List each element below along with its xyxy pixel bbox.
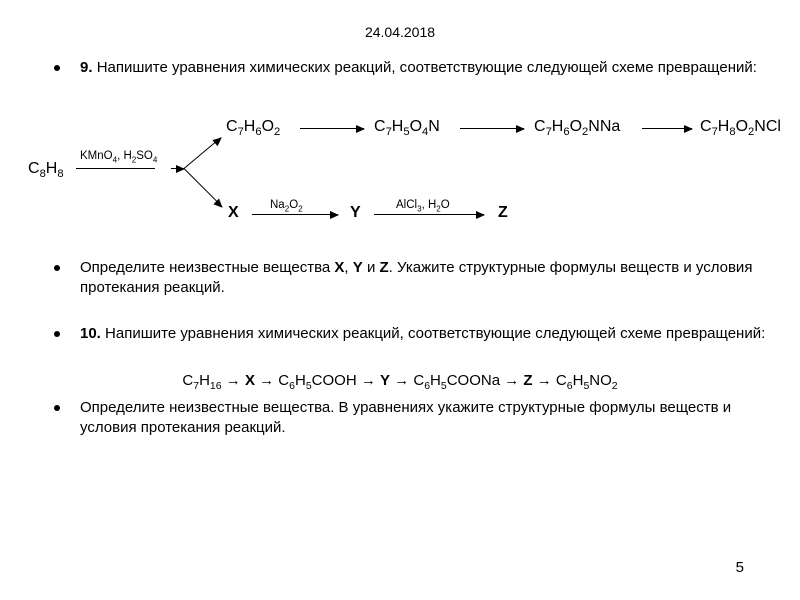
bold-x: X [334, 259, 344, 276]
q9-task-text-1: Определите неизвестные вещества [80, 259, 334, 276]
formula-c7h5o4n: C7H5O4N [374, 118, 440, 136]
sep1: , [344, 259, 352, 276]
q10-number: 10. [80, 325, 101, 342]
bold-z: Z [380, 259, 389, 276]
reagent-alcl3: AlCl3, H2O [396, 199, 450, 211]
reaction-scheme-q9: C8H8 KMnO4, H2SO4 .no-head::after{displa… [20, 110, 780, 240]
bullet-icon [54, 265, 60, 271]
arrow-top-2 [460, 128, 524, 129]
arrow-x-y [252, 214, 338, 215]
bold-y: Y [353, 259, 363, 276]
formula-c8h8: C8H8 [28, 160, 64, 178]
arrow-branch-down [184, 168, 223, 207]
q9-task: Определите неизвестные вещества X, Y и Z… [54, 258, 770, 299]
q10-task-text: Определите неизвестные вещества. В уравн… [80, 398, 770, 439]
mask [155, 163, 171, 175]
reagent-na2o2: Na2O2 [270, 199, 303, 211]
q10-prompt: 10. Напишите уравнения химических реакци… [54, 324, 770, 344]
q9-prompt: 9. Напишите уравнения химических реакций… [54, 58, 770, 78]
page-number: 5 [736, 559, 744, 576]
arrow-top-3 [642, 128, 692, 129]
formula-c7h6o2: C7H6O2 [226, 118, 280, 136]
arrow-top-1 [300, 128, 364, 129]
label-y: Y [350, 204, 361, 222]
q10-task: Определите неизвестные вещества. В уравн… [54, 398, 770, 439]
q10-chain: C7H16 → X → C6H5COOH → Y → C6H5COONa → Z… [0, 372, 800, 389]
bullet-icon [54, 405, 60, 411]
q10-text: Напишите уравнения химических реакций, с… [105, 325, 765, 342]
arrow-y-z [374, 214, 484, 215]
q9-number: 9. [80, 59, 93, 76]
formula-c7h6o2nna: C7H6O2NNa [534, 118, 620, 136]
arrow-branch-up [184, 137, 221, 169]
bullet-icon [54, 331, 60, 337]
label-z: Z [498, 204, 508, 222]
bullet-icon [54, 65, 60, 71]
sep2: и [363, 259, 380, 276]
formula-c7h8o2ncl: C7H8O2NCl [700, 118, 781, 136]
q9-text: Напишите уравнения химических реакций, с… [97, 59, 757, 76]
label-x: X [228, 204, 239, 222]
reagent-kmno4: KMnO4, H2SO4 [80, 150, 157, 162]
date-header: 24.04.2018 [0, 24, 800, 40]
